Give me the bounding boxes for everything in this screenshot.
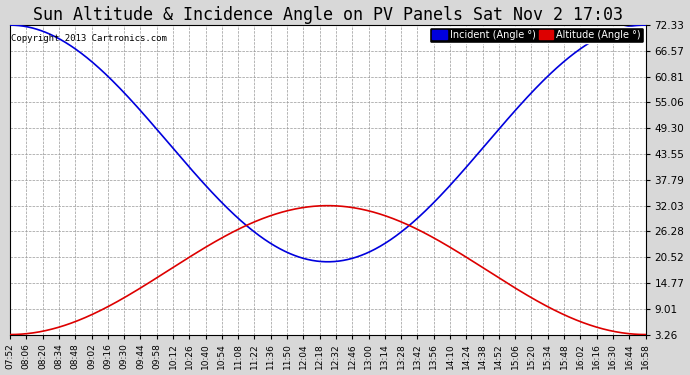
Title: Sun Altitude & Incidence Angle on PV Panels Sat Nov 2 17:03: Sun Altitude & Incidence Angle on PV Pan…	[33, 6, 623, 24]
Legend: Incident (Angle °), Altitude (Angle °): Incident (Angle °), Altitude (Angle °)	[429, 27, 644, 43]
Text: Copyright 2013 Cartronics.com: Copyright 2013 Cartronics.com	[11, 34, 167, 44]
